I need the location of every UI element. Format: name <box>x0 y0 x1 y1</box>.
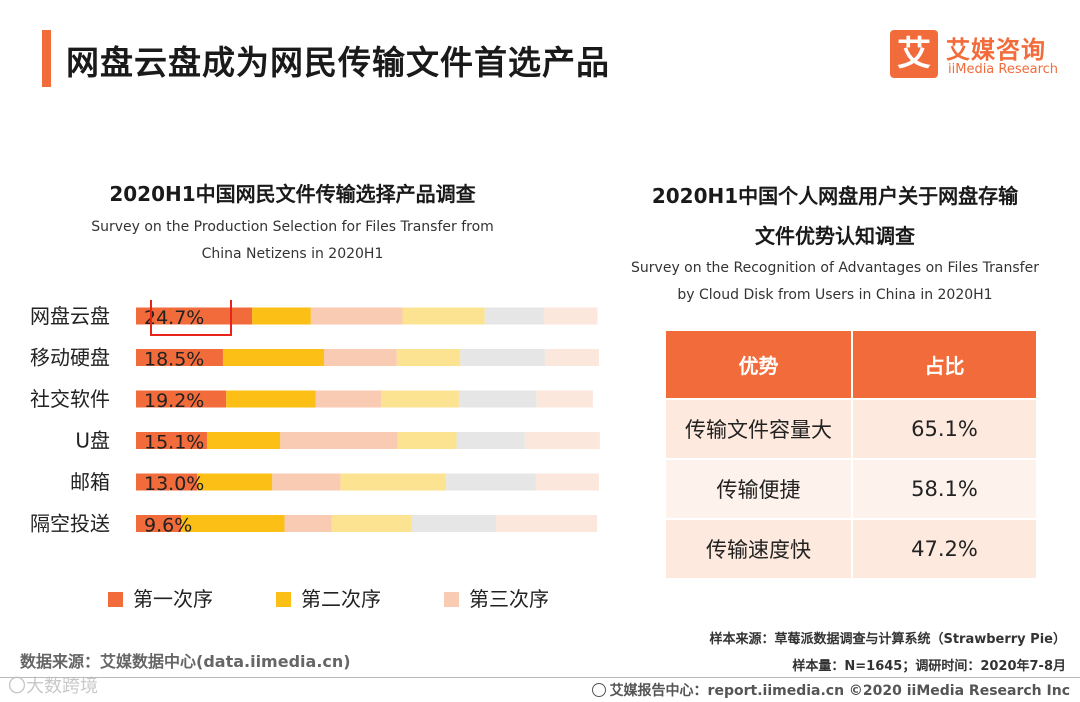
bar-segment-3 <box>272 473 341 491</box>
sample-source: 样本来源：草莓派数据调查与计算系统（Strawberry Pie） <box>709 632 1066 647</box>
column-header-share: 占比 <box>851 331 1036 398</box>
bar-segment-1 <box>136 349 223 366</box>
bar-segment-6 <box>536 390 593 408</box>
bar-segment-6 <box>535 473 599 491</box>
value-label: 19.2% <box>144 390 204 412</box>
legend-item-third: 第三次序 <box>444 583 549 612</box>
bar-segment-1 <box>136 515 182 532</box>
category-label: U盘 <box>75 429 110 453</box>
advantage-table: 优势 占比 传输文件容量大 65.1% 传输便捷 58.1% 传输速度快 47.… <box>666 331 1036 578</box>
title-accent-bar <box>42 30 51 87</box>
bar-segment-6 <box>496 515 598 532</box>
bar-segment-6 <box>524 432 600 449</box>
table-row: 传输速度快 47.2% <box>666 518 1036 578</box>
bar-segment-2 <box>252 307 311 325</box>
bar-segment-2 <box>222 349 324 366</box>
bar-segment-4 <box>340 473 447 491</box>
bar-segment-2 <box>226 390 316 408</box>
table-row: 传输文件容量大 65.1% <box>666 398 1036 458</box>
bar-segment-4 <box>396 349 461 366</box>
category-label: 隔空投送 <box>30 512 110 536</box>
bar-segment-2 <box>197 473 273 491</box>
legend-item-first: 第一次序 <box>108 583 213 612</box>
left-chart-title: 2020H1中国网民文件传输选择产品调查 <box>109 182 476 206</box>
share-cell: 65.1% <box>851 398 1036 458</box>
bar-segment-5 <box>458 390 537 408</box>
value-label: 15.1% <box>144 432 204 454</box>
logo-cn-text: 艾媒咨询 <box>946 36 1046 64</box>
report-center: 艾媒报告中心：report.iimedia.cn ©2020 iiMedia R… <box>591 680 1070 700</box>
bar-segment-4 <box>381 390 459 408</box>
left-subtitle-line2: China Netizens in 2020H1 <box>201 246 384 262</box>
bar-segment-6 <box>544 349 599 366</box>
share-cell: 47.2% <box>851 518 1036 578</box>
category-label: 邮箱 <box>70 470 110 494</box>
logo-en-text: iiMedia Research <box>948 62 1059 77</box>
stacked-bar-chart: 网盘云盘 24.7% 移动硬盘 18.5% 社交软件 19.2% U盘 15.1% 邮箱 13.0… <box>30 300 600 537</box>
highlight-box <box>150 300 232 336</box>
right-title-line2: 文件优势认知调查 <box>755 224 915 248</box>
footer-divider <box>0 677 1080 678</box>
bar-segment-5 <box>411 515 497 532</box>
left-subtitle-line1: Survey on the Production Selection for F… <box>91 219 494 235</box>
legend-swatch-first <box>108 592 123 607</box>
value-label: 18.5% <box>144 349 204 371</box>
bar-segment-5 <box>456 432 525 449</box>
page-title: 网盘云盘成为网民传输文件首选产品 <box>66 43 610 82</box>
right-title-line1: 2020H1中国个人网盘用户关于网盘存输 <box>651 184 1019 208</box>
right-subtitle-line1: Survey on the Recognition of Advantages … <box>631 260 1039 276</box>
bar-segment-3 <box>310 307 403 325</box>
bar-segment-2 <box>206 432 281 449</box>
bar-segment-1 <box>136 307 253 325</box>
watermark: 〇大数跨境 <box>8 676 98 697</box>
bar-segment-1 <box>136 473 198 491</box>
legend-item-second: 第二次序 <box>276 583 381 612</box>
value-label: 24.7% <box>144 307 204 329</box>
legend-label-third: 第三次序 <box>469 587 549 611</box>
category-label: 网盘云盘 <box>30 304 110 328</box>
value-label: 13.0% <box>144 473 204 495</box>
bar-segment-1 <box>136 432 207 449</box>
report-center-text: 艾媒报告中心：report.iimedia.cn ©2020 iiMedia R… <box>609 683 1070 699</box>
legend-label-second: 第二次序 <box>301 587 381 611</box>
column-header-advantage: 优势 <box>666 331 851 398</box>
bar-segment-3 <box>324 349 397 366</box>
table-row: 传输便捷 58.1% <box>666 458 1036 518</box>
data-source: 数据来源：艾媒数据中心(data.iimedia.cn) <box>20 652 351 671</box>
advantage-cell: 传输速度快 <box>666 518 851 578</box>
bar-segment-3 <box>315 390 382 408</box>
bar-segment-4 <box>397 432 457 449</box>
bar-segment-5 <box>484 307 544 325</box>
share-cell: 58.1% <box>851 458 1036 518</box>
bar-segment-1 <box>136 390 227 408</box>
category-label: 移动硬盘 <box>30 346 110 370</box>
bar-segment-2 <box>181 515 285 532</box>
right-chart-subtitle: Survey on the Recognition of Advantages … <box>610 255 1060 309</box>
bar-segment-6 <box>543 307 598 325</box>
bar-segment-3 <box>280 432 398 449</box>
right-chart-title: 2020H1中国个人网盘用户关于网盘存输 文件优势认知调查 <box>610 176 1060 256</box>
legend-swatch-second <box>276 592 291 607</box>
bar-segment-3 <box>284 515 332 532</box>
bar-segment-4 <box>331 515 412 532</box>
advantage-cell: 传输文件容量大 <box>666 398 851 458</box>
table-header-row: 优势 占比 <box>666 331 1036 398</box>
category-label: 社交软件 <box>30 387 110 411</box>
iimedia-logo: 艾 艾媒咨询 iiMedia Research <box>890 30 1070 82</box>
left-chart-subtitle: Survey on the Production Selection for F… <box>0 214 585 268</box>
legend-label-first: 第一次序 <box>133 587 213 611</box>
sample-size: 样本量：N=1645；调研时间：2020年7-8月 <box>792 659 1066 674</box>
globe-icon <box>591 683 606 697</box>
right-subtitle-line2: by Cloud Disk from Users in China in 202… <box>677 287 993 303</box>
bar-segment-5 <box>446 473 536 491</box>
bar-segment-4 <box>402 307 485 325</box>
legend-swatch-third <box>444 592 459 607</box>
bar-segment-5 <box>460 349 545 366</box>
advantage-cell: 传输便捷 <box>666 458 851 518</box>
value-label: 9.6% <box>144 515 192 537</box>
logo-mark: 艾 <box>890 30 938 78</box>
